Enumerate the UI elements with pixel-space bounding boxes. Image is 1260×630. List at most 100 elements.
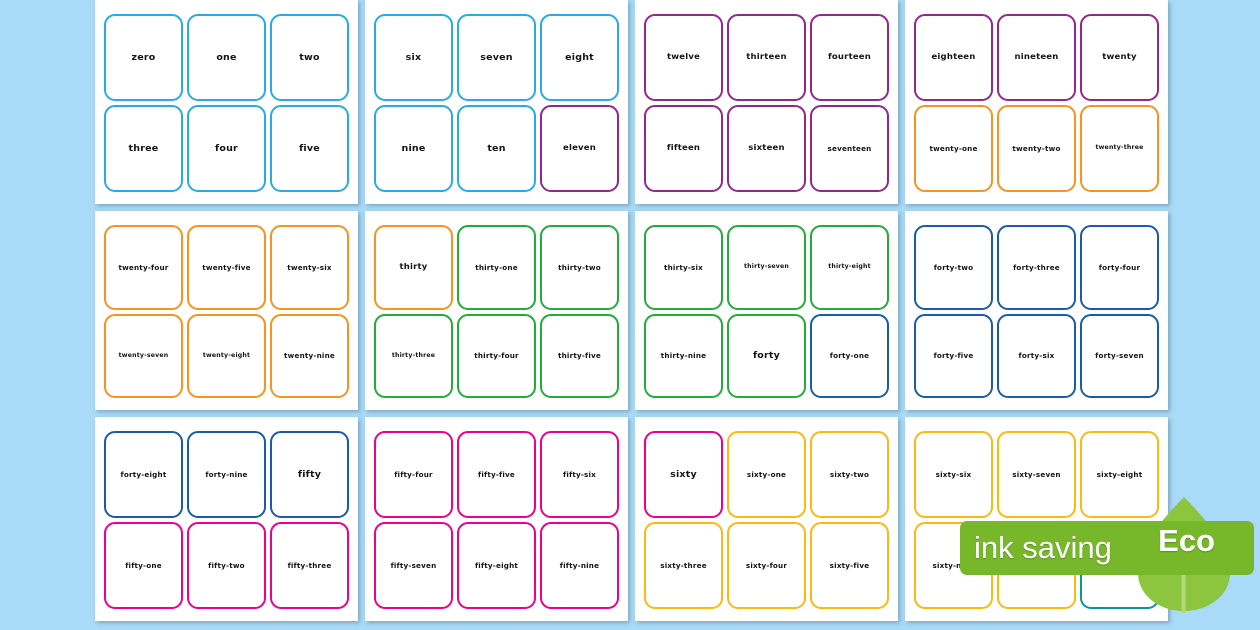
number-word-card[interactable]: thirty-six	[644, 225, 723, 310]
card-label: forty-one	[829, 351, 870, 360]
number-word-card[interactable]: fifty-seven	[374, 522, 453, 609]
number-word-card[interactable]: fifty	[270, 431, 349, 518]
number-word-card[interactable]: six	[374, 14, 453, 101]
number-word-card[interactable]: twenty-eight	[187, 313, 266, 398]
sheet-11-cards: sixty sixty-one sixty-two sixty-three sixty-…	[635, 417, 898, 621]
number-word-card[interactable]: twenty-seven	[104, 313, 183, 398]
number-word-card[interactable]: thirty-three	[374, 313, 453, 398]
number-word-card[interactable]: forty-eight	[104, 431, 183, 518]
number-word-card[interactable]: twenty-three	[1080, 105, 1159, 192]
number-word-card[interactable]: fifty-eight	[457, 522, 536, 609]
number-word-card[interactable]: seventeen	[810, 105, 889, 192]
number-word-card[interactable]: fifty-six	[540, 431, 619, 518]
number-word-card[interactable]: forty-four	[1080, 225, 1159, 310]
number-word-card[interactable]: fifty-four	[374, 431, 453, 518]
sheet-1: zero one two three four five	[95, 0, 358, 204]
number-word-card[interactable]: two	[270, 14, 349, 101]
number-word-card[interactable]: sixty-nine	[914, 522, 993, 609]
card-label: thirty-three	[391, 351, 436, 359]
sheet-4: eighteen nineteen twenty twenty-one twenty-t…	[905, 0, 1168, 204]
number-word-card[interactable]	[997, 522, 1076, 609]
number-word-card[interactable]: twenty-two	[997, 105, 1076, 192]
number-word-card[interactable]: ten	[457, 105, 536, 192]
number-word-card[interactable]: fifty-one	[104, 522, 183, 609]
sheet-8: forty-two forty-three forty-four forty-five…	[905, 211, 1168, 410]
number-word-card[interactable]: sixty-seven	[997, 431, 1076, 518]
number-word-card[interactable]: twenty-four	[104, 225, 183, 310]
card-label: fifty-one	[125, 561, 162, 570]
number-word-card[interactable]: twenty-six	[270, 225, 349, 310]
sheet-8-cards: forty-two forty-three forty-four forty-five…	[905, 211, 1168, 410]
number-word-card[interactable]: five	[270, 105, 349, 192]
number-word-card[interactable]: forty-nine	[187, 431, 266, 518]
number-word-card[interactable]: eight	[540, 14, 619, 101]
number-word-card[interactable]: fifty-two	[187, 522, 266, 609]
number-word-card[interactable]: three	[104, 105, 183, 192]
number-word-card[interactable]: sixty-five	[810, 522, 889, 609]
number-word-card[interactable]	[1080, 522, 1159, 609]
number-word-card[interactable]: forty	[727, 313, 806, 398]
card-label: two	[299, 52, 320, 63]
number-word-card[interactable]: seven	[457, 14, 536, 101]
number-word-card[interactable]: four	[187, 105, 266, 192]
card-label: fifty-six	[563, 470, 596, 479]
number-word-card[interactable]: sixty-one	[727, 431, 806, 518]
sheet-3-cards: twelve thirteen fourteen fifteen sixteen seve…	[635, 0, 898, 204]
number-word-card[interactable]: sixty-three	[644, 522, 723, 609]
card-label: sixty-two	[829, 470, 870, 479]
card-label: one	[216, 52, 237, 63]
number-word-card[interactable]: fourteen	[810, 14, 889, 101]
number-word-card[interactable]: zero	[104, 14, 183, 101]
number-word-card[interactable]: twenty-five	[187, 225, 266, 310]
number-word-card[interactable]: thirty-eight	[810, 225, 889, 310]
card-label: forty-eight	[120, 470, 167, 479]
number-word-card[interactable]: sixty-four	[727, 522, 806, 609]
card-label: six	[405, 52, 422, 63]
number-word-card[interactable]: thirty-two	[540, 225, 619, 310]
number-word-card[interactable]: thirty-four	[457, 313, 536, 398]
number-word-card[interactable]: fifty-three	[270, 522, 349, 609]
number-word-card[interactable]: forty-five	[914, 313, 993, 398]
sheet-1-cards: zero one two three four five	[95, 0, 358, 204]
number-word-card[interactable]: fifty-five	[457, 431, 536, 518]
number-word-card[interactable]: nine	[374, 105, 453, 192]
number-word-card[interactable]: twelve	[644, 14, 723, 101]
number-word-card[interactable]: sixty-eight	[1080, 431, 1159, 518]
card-label: thirty-eight	[828, 263, 871, 270]
card-label: thirty-four	[474, 351, 519, 360]
number-word-card[interactable]: fifty-nine	[540, 522, 619, 609]
number-word-card[interactable]: forty-one	[810, 313, 889, 398]
number-word-card[interactable]: sixteen	[727, 105, 806, 192]
number-word-card[interactable]: forty-six	[997, 313, 1076, 398]
card-label: fifty-eight	[474, 561, 519, 570]
sheet-3: twelve thirteen fourteen fifteen sixteen seve…	[635, 0, 898, 204]
card-label: thirteen	[746, 52, 787, 62]
sheet-12-cards: sixty-six sixty-seven sixty-eight sixty-nin…	[905, 417, 1168, 621]
number-word-card[interactable]: sixty-six	[914, 431, 993, 518]
card-label: thirty-two	[558, 263, 601, 272]
card-label: forty-nine	[205, 470, 248, 479]
number-word-card[interactable]: forty-seven	[1080, 313, 1159, 398]
number-word-card[interactable]: forty-three	[997, 225, 1076, 310]
number-word-card[interactable]: twenty-one	[914, 105, 993, 192]
number-word-card[interactable]: thirteen	[727, 14, 806, 101]
card-label: forty-three	[1013, 263, 1060, 272]
number-word-card[interactable]: sixty-two	[810, 431, 889, 518]
number-word-card[interactable]: thirty-seven	[727, 225, 806, 310]
number-word-card[interactable]: fifteen	[644, 105, 723, 192]
number-word-card[interactable]: twenty	[1080, 14, 1159, 101]
page-column-3: twelve thirteen fourteen fifteen sixteen seve…	[635, 0, 905, 630]
number-word-card[interactable]: nineteen	[997, 14, 1076, 101]
number-word-card[interactable]: eleven	[540, 105, 619, 192]
number-word-card[interactable]: thirty-one	[457, 225, 536, 310]
number-word-card[interactable]: one	[187, 14, 266, 101]
number-word-card[interactable]: thirty-five	[540, 313, 619, 398]
number-word-card[interactable]: twenty-nine	[270, 313, 349, 398]
number-word-card[interactable]: eighteen	[914, 14, 993, 101]
number-word-card[interactable]: thirty	[374, 225, 453, 310]
number-word-card[interactable]: thirty-nine	[644, 313, 723, 398]
card-label: forty-five	[933, 351, 974, 360]
card-label: sixty-three	[660, 561, 707, 570]
number-word-card[interactable]: forty-two	[914, 225, 993, 310]
number-word-card[interactable]: sixty	[644, 431, 723, 518]
